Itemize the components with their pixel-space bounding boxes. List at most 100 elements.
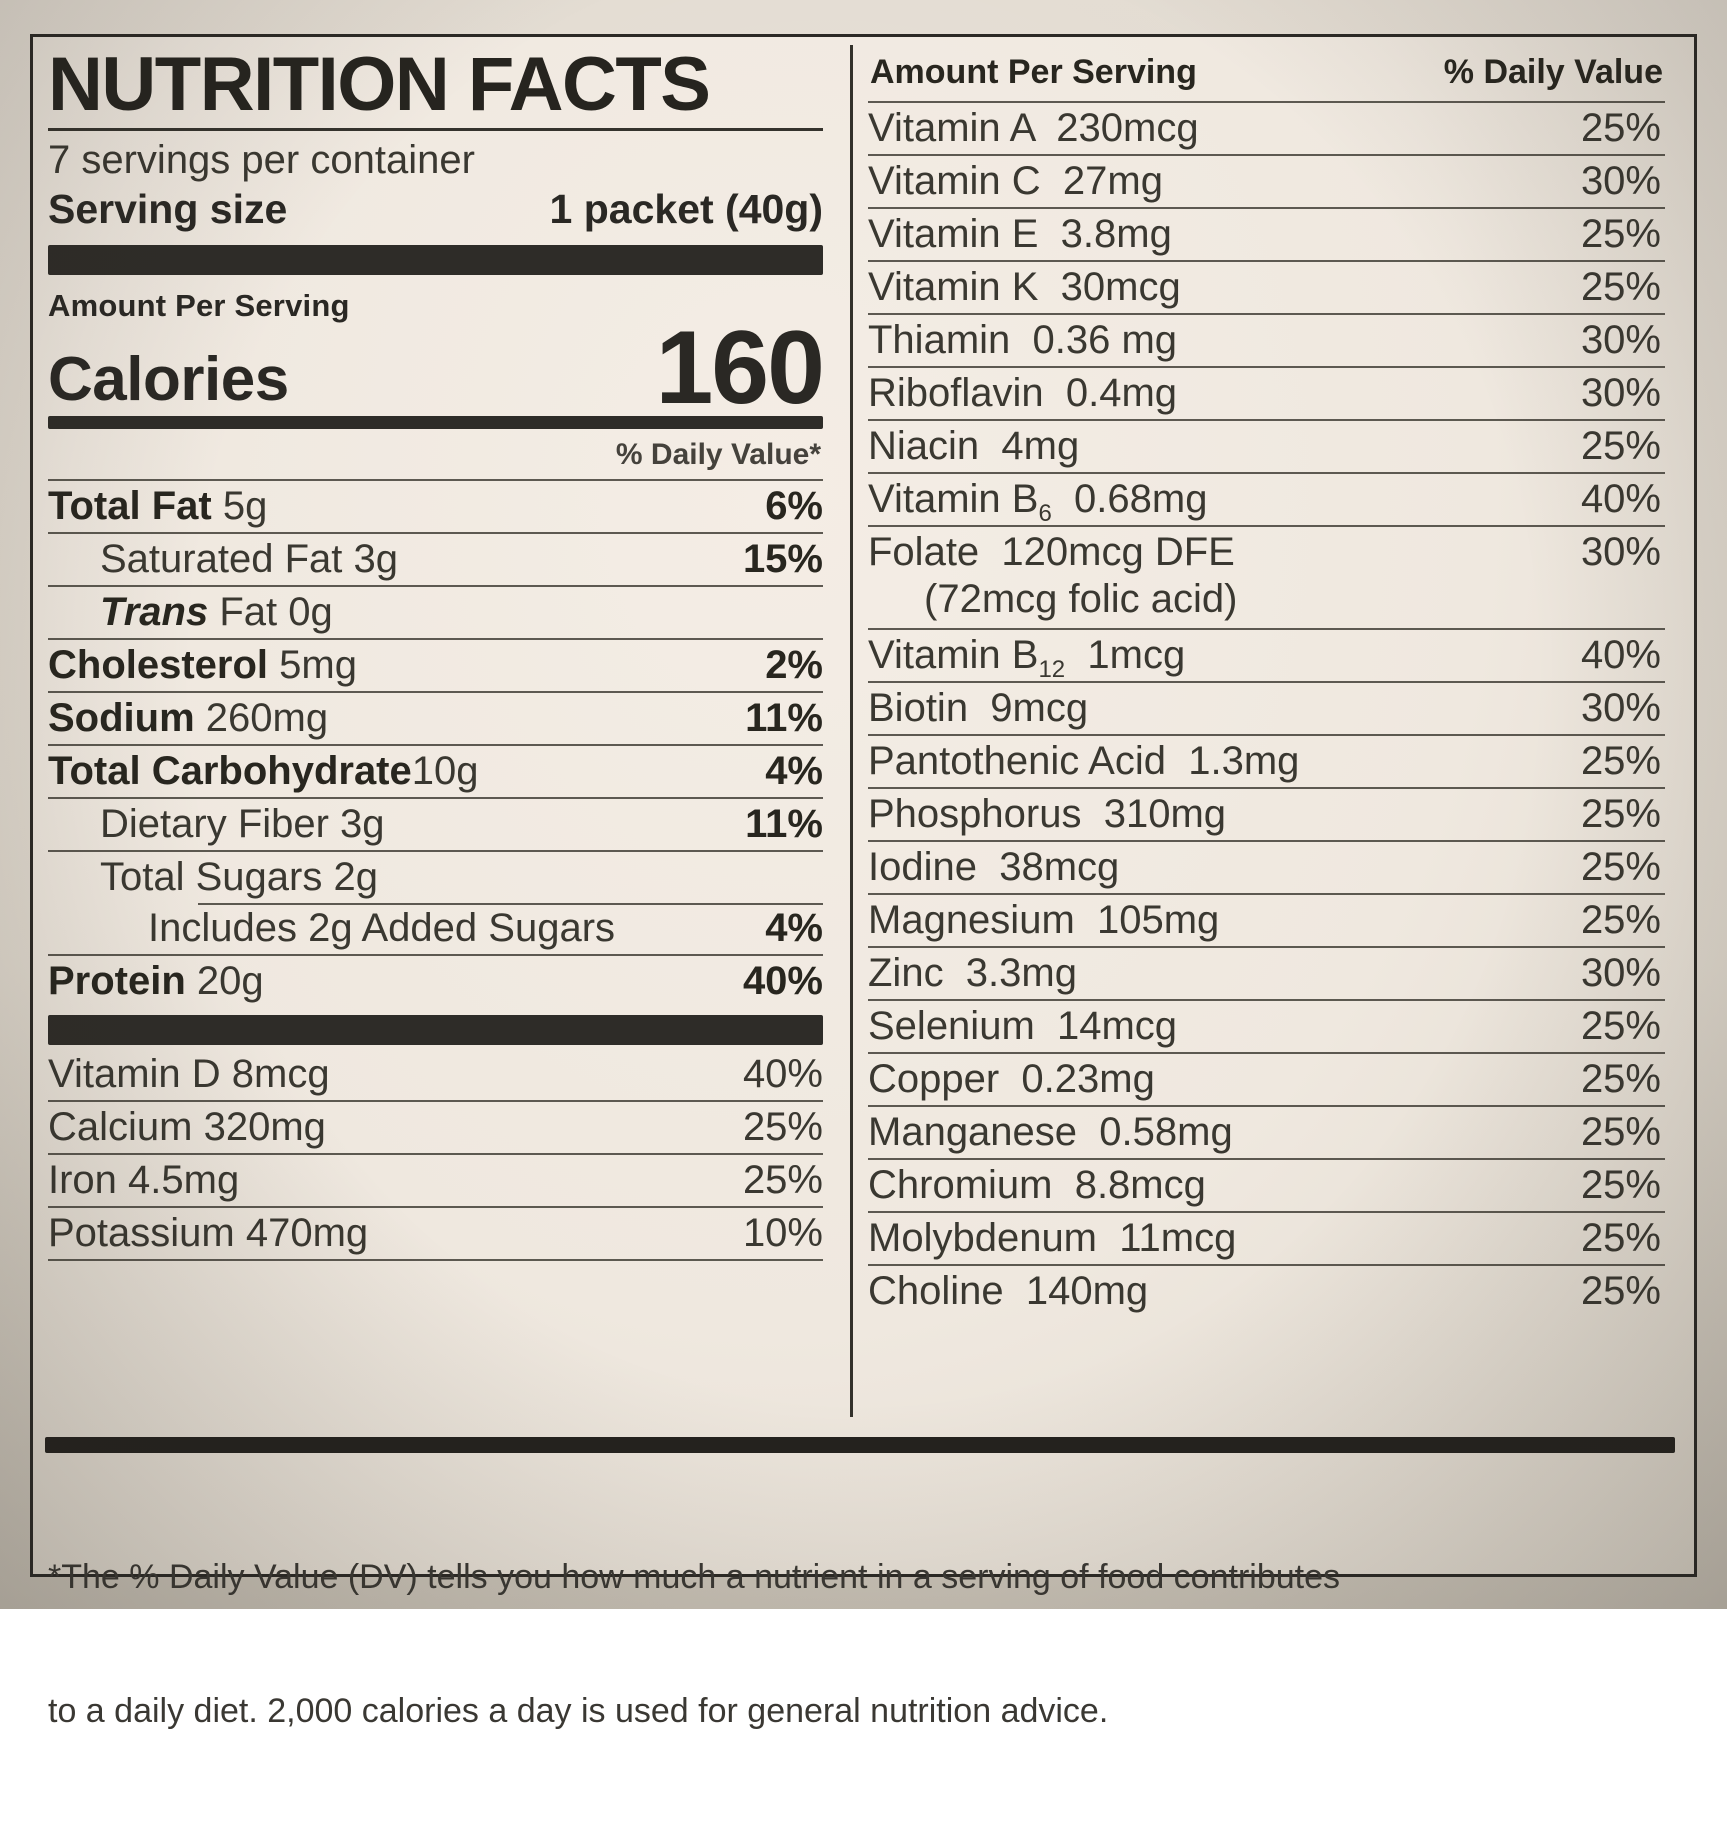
micronutrient-name: Potassium 470mg — [48, 1211, 369, 1256]
serving-size-label: Serving size — [48, 185, 288, 232]
separator-bar-top — [48, 245, 823, 276]
vitamin-subscript: 6 — [1038, 500, 1052, 528]
nutrient-dv: 40% — [742, 959, 823, 1004]
daily-value-bar — [48, 416, 823, 430]
vitamin-row: Vitamin B12 1mcg 40% — [868, 628, 1665, 684]
vitamin-dv: 30% — [1580, 951, 1661, 996]
micronutrient-row: Calcium 320mg 25% — [48, 1102, 823, 1156]
right-header: Amount Per Serving % Daily Value — [868, 49, 1665, 101]
nutrient-name: Protein 20g — [48, 959, 264, 1004]
micronutrient-name: Calcium 320mg — [48, 1105, 326, 1150]
vitamin-dv: 40% — [1580, 633, 1661, 678]
vitamin-name: Iodine 38mcg — [868, 845, 1120, 890]
vitamin-name: Vitamin K 30mcg — [868, 265, 1181, 310]
amount-per-serving-label: Amount Per Serving — [48, 288, 350, 324]
nutrient-row: Saturated Fat 3g 15% — [48, 532, 823, 585]
vitamin-row: Zinc 3.3mg 30% — [868, 946, 1665, 999]
calories-value: 160 — [655, 310, 825, 427]
vitamin-row: Choline 140mg 25% — [868, 1264, 1665, 1317]
vitamin-dv: 30% — [1580, 318, 1661, 363]
nutrient-dv: 4% — [765, 906, 823, 951]
vitamin-name: Phosphorus 310mg — [868, 792, 1227, 837]
left-column: NUTRITION FACTS 7 servings per container… — [48, 46, 825, 1262]
vitamin-row: Selenium 14mcg 25% — [868, 999, 1665, 1052]
vitamin-dv: 30% — [1580, 371, 1661, 416]
vitamin-name: Copper 0.23mg — [868, 1057, 1155, 1102]
nutrient-row: Cholesterol 5mg 2% — [48, 638, 823, 691]
vitamin-name: Zinc 3.3mg — [868, 951, 1077, 996]
micronutrient-row: Potassium 470mg 10% — [48, 1208, 823, 1262]
nutrient-row: Total Fat 5g 6% — [48, 479, 823, 532]
nutrient-row: Dietary Fiber 3g 11% — [48, 797, 823, 850]
vitamin-row: Vitamin B6 0.68mg 40% — [868, 472, 1665, 528]
nutrient-name: Sodium 260mg — [48, 696, 329, 741]
nutrient-name: Total Fat 5g — [48, 484, 268, 529]
serving-size-row: Serving size 1 packet (40g) — [48, 185, 823, 232]
right-header-dv: % Daily Value — [1443, 53, 1663, 91]
vitamin-subscript: 12 — [1038, 656, 1066, 684]
vitamin-name: Chromium 8.8mcg — [868, 1163, 1206, 1208]
nutrient-name: Cholesterol 5mg — [48, 643, 357, 688]
vitamin-name: Riboflavin 0.4mg — [868, 371, 1178, 416]
nutrient-dv: 15% — [742, 537, 823, 582]
vitamin-dv: 25% — [1580, 424, 1661, 469]
nutrient-row: Total Carbohydrate10g 4% — [48, 744, 823, 797]
right-header-amount: Amount Per Serving — [870, 53, 1197, 91]
vitamin-dv: 25% — [1580, 1216, 1661, 1261]
nutrient-dv: 4% — [765, 749, 823, 794]
separator-bar-protein — [48, 1015, 823, 1046]
vitamin-dv: 25% — [1580, 1057, 1661, 1102]
nutrient-rows: Total Fat 5g 6% Saturated Fat 3g 15% Tra… — [48, 479, 823, 1007]
column-divider — [850, 45, 853, 1417]
nutrient-name: Saturated Fat 3g — [100, 537, 398, 582]
micronutrient-name: Iron 4.5mg — [48, 1158, 240, 1203]
vitamin-dv: 30% — [1580, 686, 1661, 731]
daily-value-note: % Daily Value* — [615, 438, 821, 472]
vitamin-name: Niacin 4mg — [868, 424, 1080, 469]
nutrient-name: Dietary Fiber 3g — [100, 802, 385, 847]
folate-subline: (72mcg folic acid) — [924, 577, 1238, 622]
bottom-bar — [45, 1437, 1675, 1453]
vitamin-row: Pantothenic Acid 1.3mg 25% — [868, 734, 1665, 787]
vitamin-row: Magnesium 105mg 25% — [868, 893, 1665, 946]
vitamin-row: Iodine 38mcg 25% — [868, 840, 1665, 893]
vitamin-row: Molybdenum 11mcg 25% — [868, 1211, 1665, 1264]
vitamin-row: Folate 120mcg DFE (72mcg folic acid) 30% — [868, 525, 1665, 628]
vitamin-name: Choline 140mg — [868, 1269, 1149, 1314]
vitamin-dv: 25% — [1580, 1163, 1661, 1208]
footnote-line-1: *The % Daily Value (DV) tells you how mu… — [48, 1557, 1340, 1596]
vitamin-rows: Vitamin A 230mcg 25% Vitamin C 27mg 30% … — [868, 101, 1665, 1317]
vitamin-dv: 25% — [1580, 739, 1661, 784]
vitamin-name: Vitamin B6 0.68mg — [868, 477, 1208, 528]
servings-per-container: 7 servings per container — [48, 138, 475, 183]
nutrition-title: NUTRITION FACTS — [48, 46, 823, 132]
vitamin-row: Vitamin C 27mg 30% — [868, 154, 1665, 207]
vitamin-dv: 25% — [1580, 1110, 1661, 1155]
vitamin-name: Molybdenum 11mcg — [868, 1216, 1237, 1261]
vitamin-row: Niacin 4mg 25% — [868, 419, 1665, 472]
vitamin-name: Vitamin C 27mg — [868, 159, 1163, 204]
calories-row: Calories 160 — [48, 310, 825, 427]
nutrient-dv: 11% — [745, 696, 823, 741]
micronutrient-dv: 40% — [742, 1052, 823, 1097]
vitamin-row: Vitamin K 30mcg 25% — [868, 260, 1665, 313]
vitamin-name: Magnesium 105mg — [868, 898, 1220, 943]
nutrient-name: Trans Fat 0g — [100, 590, 333, 635]
vitamin-dv: 25% — [1580, 898, 1661, 943]
vitamin-dv: 25% — [1580, 265, 1661, 310]
vitamin-dv: 25% — [1580, 845, 1661, 890]
calories-label: Calories — [48, 345, 289, 415]
micronutrient-name: Vitamin D 8mcg — [48, 1052, 330, 1097]
nutrient-dv: 11% — [745, 802, 823, 847]
nutrient-row: Protein 20g 40% — [48, 954, 823, 1007]
vitamin-row: Vitamin E 3.8mg 25% — [868, 207, 1665, 260]
nutrient-dv: 6% — [765, 484, 823, 529]
vitamin-row: Phosphorus 310mg 25% — [868, 787, 1665, 840]
vitamin-name: Vitamin A 230mcg — [868, 106, 1199, 151]
vitamin-name: Vitamin E 3.8mg — [868, 212, 1172, 257]
nutrition-label: NUTRITION FACTS 7 servings per container… — [30, 34, 1697, 1730]
vitamin-dv: 25% — [1580, 1004, 1661, 1049]
micronutrient-row: Iron 4.5mg 25% — [48, 1155, 823, 1209]
vitamin-dv: 25% — [1580, 792, 1661, 837]
vitamin-dv: 25% — [1580, 106, 1661, 151]
